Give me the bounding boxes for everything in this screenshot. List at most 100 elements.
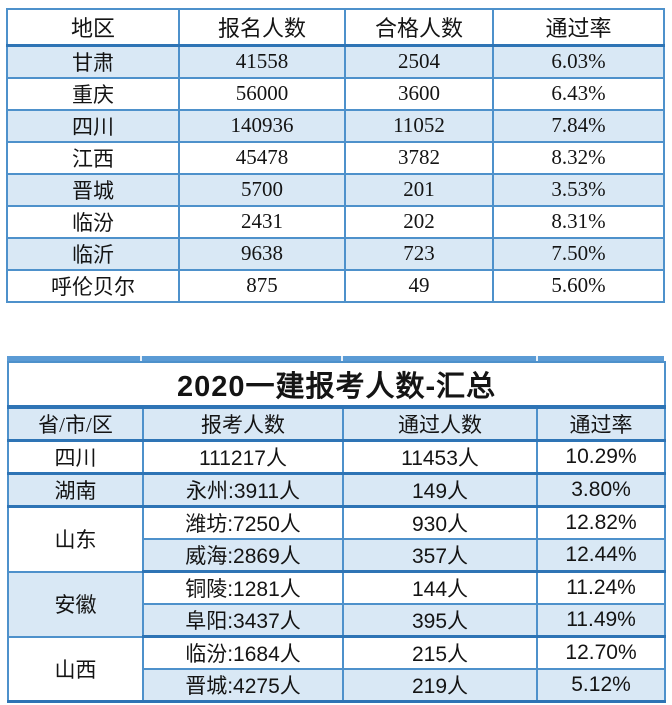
- table-row: 临沂 9638 723 7.50%: [6, 236, 665, 271]
- table-row: 山西 临汾:1684人 215人 12.70%: [7, 635, 667, 703]
- cell-qualified: 723: [344, 236, 494, 271]
- cell-region: 四川: [6, 108, 180, 143]
- table-row: 四川 140936 11052 7.84%: [6, 108, 665, 143]
- cell-province-merged: 安徽: [7, 570, 144, 638]
- cell-province: 湖南: [7, 472, 144, 508]
- t2-col-header-passrate: 通过率: [535, 406, 667, 442]
- table-row: 威海:2869人 357人 12.44%: [8, 538, 667, 573]
- t1-col-header-qualified: 合格人数: [344, 8, 494, 47]
- cell-province-merged: 山东: [7, 505, 144, 573]
- cell-region: 重庆: [6, 76, 180, 111]
- cell-passrate: 12.82%: [535, 505, 667, 540]
- cell-passrate: 10.29%: [535, 439, 667, 475]
- table-row: 晋城:4275人 219人 5.12%: [8, 668, 667, 703]
- cell-applicants: 111217人: [142, 439, 344, 475]
- table-row: 临汾 2431 202 8.31%: [6, 204, 665, 239]
- strip-segment: [343, 356, 536, 361]
- cell-registered: 41558: [178, 44, 346, 79]
- cell-region: 呼伦贝尔: [6, 268, 180, 303]
- cell-passrate: 8.32%: [492, 140, 665, 175]
- table-row: 晋城 5700 201 3.53%: [6, 172, 665, 207]
- cell-passed: 357人: [342, 538, 538, 573]
- cell-applicants: 阜阳:3437人: [142, 603, 344, 638]
- cell-region: 江西: [6, 140, 180, 175]
- cell-passed: 395人: [342, 603, 538, 638]
- cell-registered: 5700: [178, 172, 346, 207]
- cell-province-merged: 山西: [7, 635, 144, 703]
- cell-passrate: 3.53%: [492, 172, 665, 207]
- cell-passrate: 7.84%: [492, 108, 665, 143]
- cell-passed: 11453人: [342, 439, 538, 475]
- table-row: 阜阳:3437人 395人 11.49%: [8, 603, 667, 638]
- t1-col-header-region: 地区: [6, 8, 180, 47]
- summary-table-wrapper: 2020一建报考人数-汇总 省/市/区 报考人数 通过人数 通过率 四川 111…: [6, 356, 667, 703]
- strip-gap: [536, 356, 538, 361]
- cell-region: 临汾: [6, 204, 180, 239]
- cell-region: 甘肃: [6, 44, 180, 79]
- t1-col-header-registered: 报名人数: [178, 8, 346, 47]
- cell-registered: 140936: [178, 108, 346, 143]
- cell-passrate: 12.70%: [535, 635, 667, 670]
- cell-passrate: 7.50%: [492, 236, 665, 271]
- cell-applicants: 潍坊:7250人: [142, 505, 344, 540]
- t1-header-row: 地区 报名人数 合格人数 通过率: [6, 8, 665, 47]
- cell-region: 晋城: [6, 172, 180, 207]
- table-row: 江西 45478 3782 8.32%: [6, 140, 665, 175]
- cell-qualified: 2504: [344, 44, 494, 79]
- table-row: 山东 潍坊:7250人 930人 12.82%: [7, 505, 667, 573]
- cell-passrate: 6.03%: [492, 44, 665, 79]
- table-title: 2020一建报考人数-汇总: [6, 361, 667, 409]
- cell-applicants: 晋城:4275人: [142, 668, 344, 703]
- cell-qualified: 49: [344, 268, 494, 303]
- cell-qualified: 201: [344, 172, 494, 207]
- t2-col-header-applicants: 报考人数: [142, 406, 344, 442]
- table-top-strip: [7, 356, 664, 361]
- cell-province: 四川: [7, 439, 144, 475]
- table-row: 湖南 永州:3911人 149人 3.80%: [7, 472, 667, 508]
- cell-applicants: 临汾:1684人: [142, 635, 344, 670]
- cell-registered: 9638: [178, 236, 346, 271]
- table-row: 重庆 56000 3600 6.43%: [6, 76, 665, 111]
- cell-applicants: 威海:2869人: [142, 538, 344, 573]
- t1-col-header-passrate: 通过率: [492, 8, 665, 47]
- cell-registered: 56000: [178, 76, 346, 111]
- cell-applicants: 铜陵:1281人: [142, 570, 344, 605]
- cell-passrate: 5.12%: [535, 668, 667, 703]
- cell-passrate: 5.60%: [492, 268, 665, 303]
- strip-segment: [538, 356, 664, 361]
- strip-segment: [7, 356, 140, 361]
- t2-header-row: 省/市/区 报考人数 通过人数 通过率: [7, 406, 667, 442]
- cell-qualified: 11052: [344, 108, 494, 143]
- t2-title-row: 2020一建报考人数-汇总: [6, 361, 667, 409]
- cell-registered: 875: [178, 268, 346, 303]
- cell-region: 临沂: [6, 236, 180, 271]
- cell-passed: 215人: [342, 635, 538, 670]
- cell-passrate: 11.24%: [535, 570, 667, 605]
- cell-passed: 930人: [342, 505, 538, 540]
- summary-table: 2020一建报考人数-汇总 省/市/区 报考人数 通过人数 通过率 四川 111…: [6, 361, 667, 703]
- cell-applicants: 永州:3911人: [142, 472, 344, 508]
- cell-passed: 144人: [342, 570, 538, 605]
- strip-segment: [142, 356, 341, 361]
- t2-col-header-passed: 通过人数: [342, 406, 538, 442]
- cell-passed: 219人: [342, 668, 538, 703]
- cell-registered: 2431: [178, 204, 346, 239]
- table-row: 呼伦贝尔 875 49 5.60%: [6, 268, 665, 303]
- table-row: 四川 111217人 11453人 10.29%: [7, 439, 667, 475]
- cell-passrate: 12.44%: [535, 538, 667, 573]
- table-row: 安徽 铜陵:1281人 144人 11.24%: [7, 570, 667, 638]
- t2-col-header-province: 省/市/区: [7, 406, 144, 442]
- regional-stats-table: 地区 报名人数 合格人数 通过率 甘肃 41558 2504 6.03% 重庆 …: [6, 8, 665, 303]
- cell-passrate: 3.80%: [535, 472, 667, 508]
- cell-passrate: 8.31%: [492, 204, 665, 239]
- cell-qualified: 3600: [344, 76, 494, 111]
- cell-passrate: 6.43%: [492, 76, 665, 111]
- cell-passed: 149人: [342, 472, 538, 508]
- strip-gap: [341, 356, 343, 361]
- strip-gap: [140, 356, 142, 361]
- cell-qualified: 202: [344, 204, 494, 239]
- table-row: 甘肃 41558 2504 6.03%: [6, 44, 665, 79]
- cell-passrate: 11.49%: [535, 603, 667, 638]
- cell-qualified: 3782: [344, 140, 494, 175]
